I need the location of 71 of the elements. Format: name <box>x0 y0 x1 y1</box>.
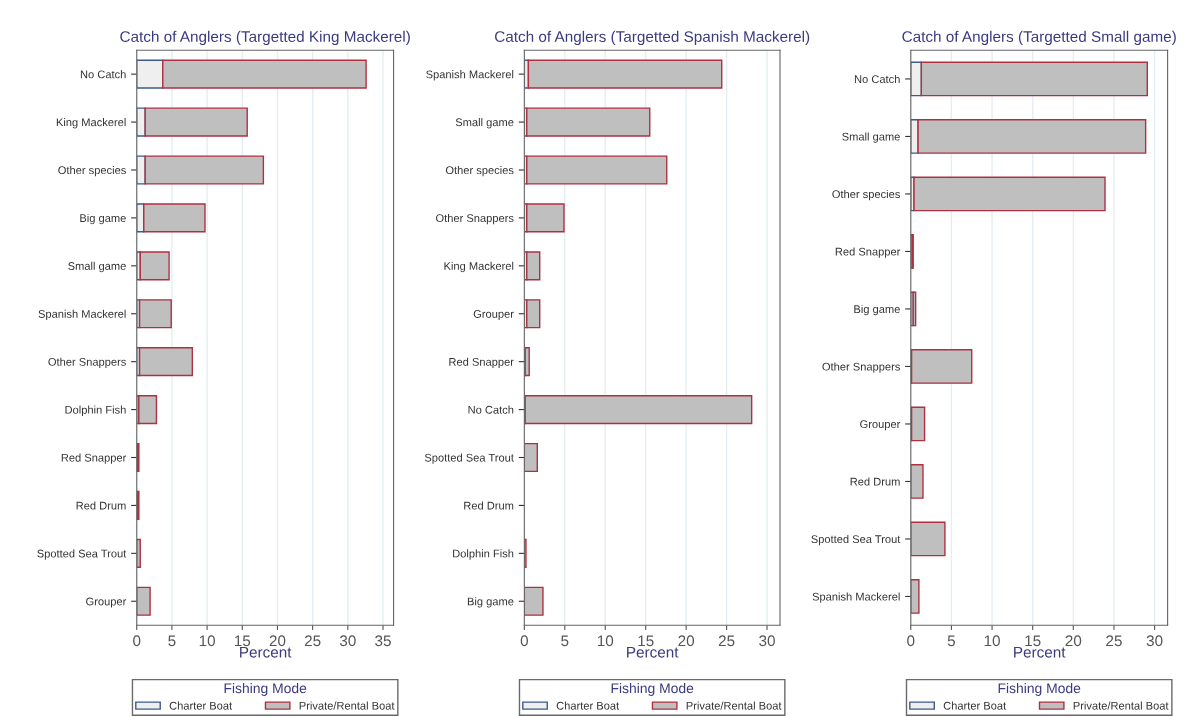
chart-title: Catch of Anglers (Targetted Small game) <box>902 30 1176 46</box>
x-tick-label: 20 <box>678 635 695 647</box>
x-tick-label: 20 <box>1065 635 1082 647</box>
y-tick-label: Other Snappers <box>822 362 900 373</box>
y-tick-label: Spanish Mackerel <box>426 70 514 81</box>
y-tick-label: Dolphin Fish <box>65 405 126 416</box>
y-tick-label: Spotted Sea Trout <box>37 549 127 560</box>
y-tick-label: No Catch <box>468 405 514 414</box>
legend-title: Fishing Mode <box>224 682 307 696</box>
y-tick-label: Spanish Mackerel <box>38 309 126 321</box>
y-tick-label: Red Drum <box>850 477 900 486</box>
y-tick-label: King Mackerel <box>56 118 126 129</box>
x-tick-label: 35 <box>375 635 391 647</box>
x-axis-title: Percent <box>1014 646 1066 658</box>
x-axis-title: Percent <box>627 646 679 658</box>
y-tick-label: Other Snappers <box>48 357 126 368</box>
legend-title: Fishing Mode <box>998 682 1081 696</box>
x-tick-label: 25 <box>718 635 735 647</box>
legend-label: Private/Rental Boat <box>299 701 395 710</box>
y-tick-label: King Mackerel <box>444 261 514 273</box>
x-tick-label: 30 <box>339 635 356 647</box>
x-tick-label: 0 <box>520 635 528 647</box>
x-axis-title: Percent <box>240 646 292 658</box>
y-tick-label: Red Drum <box>464 501 514 510</box>
x-tick-label: 25 <box>304 635 321 647</box>
chart-title: Catch of Anglers (Targetted King Mackerel) <box>120 30 410 46</box>
y-tick-label: Other species <box>58 165 126 177</box>
x-tick-label: 10 <box>984 635 1000 647</box>
legend-title: Fishing Mode <box>611 682 694 696</box>
y-tick-label: Other species <box>832 189 900 201</box>
y-tick-label: Small game <box>455 118 514 129</box>
x-tick-label: 25 <box>1106 635 1122 647</box>
x-tick-label: 15 <box>1025 635 1041 647</box>
y-tick-label: Other species <box>445 165 514 177</box>
y-tick-label: Other Snappers <box>436 213 514 225</box>
y-tick-label: Red Snapper <box>61 453 127 464</box>
legend-label: Charter Boat <box>169 701 233 710</box>
x-tick-label: 10 <box>597 635 614 647</box>
legend-label: Charter Boat <box>943 701 1007 710</box>
y-tick-label: Red Snapper <box>835 247 901 258</box>
y-tick-label: No Catch <box>854 74 900 84</box>
x-tick-label: 5 <box>168 635 176 647</box>
x-tick-label: 0 <box>133 635 141 647</box>
y-tick-label: Red Drum <box>76 501 126 510</box>
y-tick-label: Grouper <box>473 310 514 321</box>
x-tick-label: 20 <box>269 635 286 647</box>
x-tick-label: 10 <box>199 635 215 647</box>
x-tick-label: 30 <box>1146 635 1163 647</box>
y-tick-label: Big game <box>467 597 514 608</box>
y-tick-label: Red Snapper <box>449 357 514 368</box>
y-tick-label: Grouper <box>86 597 127 608</box>
legend-label: Private/Rental Boat <box>1073 701 1169 710</box>
legend-label: Private/Rental Boat <box>686 701 782 710</box>
x-tick-label: 5 <box>947 635 956 647</box>
x-tick-label: 15 <box>638 635 654 647</box>
y-tick-label: Big game <box>854 304 900 316</box>
y-tick-label: Dolphin Fish <box>453 549 514 560</box>
y-tick-label: Small game <box>842 132 900 143</box>
y-tick-label: No Catch <box>80 70 126 79</box>
x-tick-label: 0 <box>907 635 915 647</box>
y-tick-label: Small game <box>68 261 126 273</box>
y-tick-label: Spanish Mackerel <box>812 592 900 603</box>
y-tick-label: Big game <box>80 213 126 225</box>
x-tick-label: 30 <box>759 635 775 647</box>
chart-title: Catch of Anglers (Targetted Spanish Mackerel) <box>495 30 810 46</box>
y-tick-label: Spotted Sea Trout <box>811 534 901 546</box>
legend-label: Charter Boat <box>556 701 620 710</box>
x-tick-label: 5 <box>561 635 569 647</box>
y-tick-label: Spotted Sea Trout <box>424 453 514 464</box>
x-tick-label: 15 <box>234 635 251 647</box>
y-tick-label: Grouper <box>860 420 901 431</box>
